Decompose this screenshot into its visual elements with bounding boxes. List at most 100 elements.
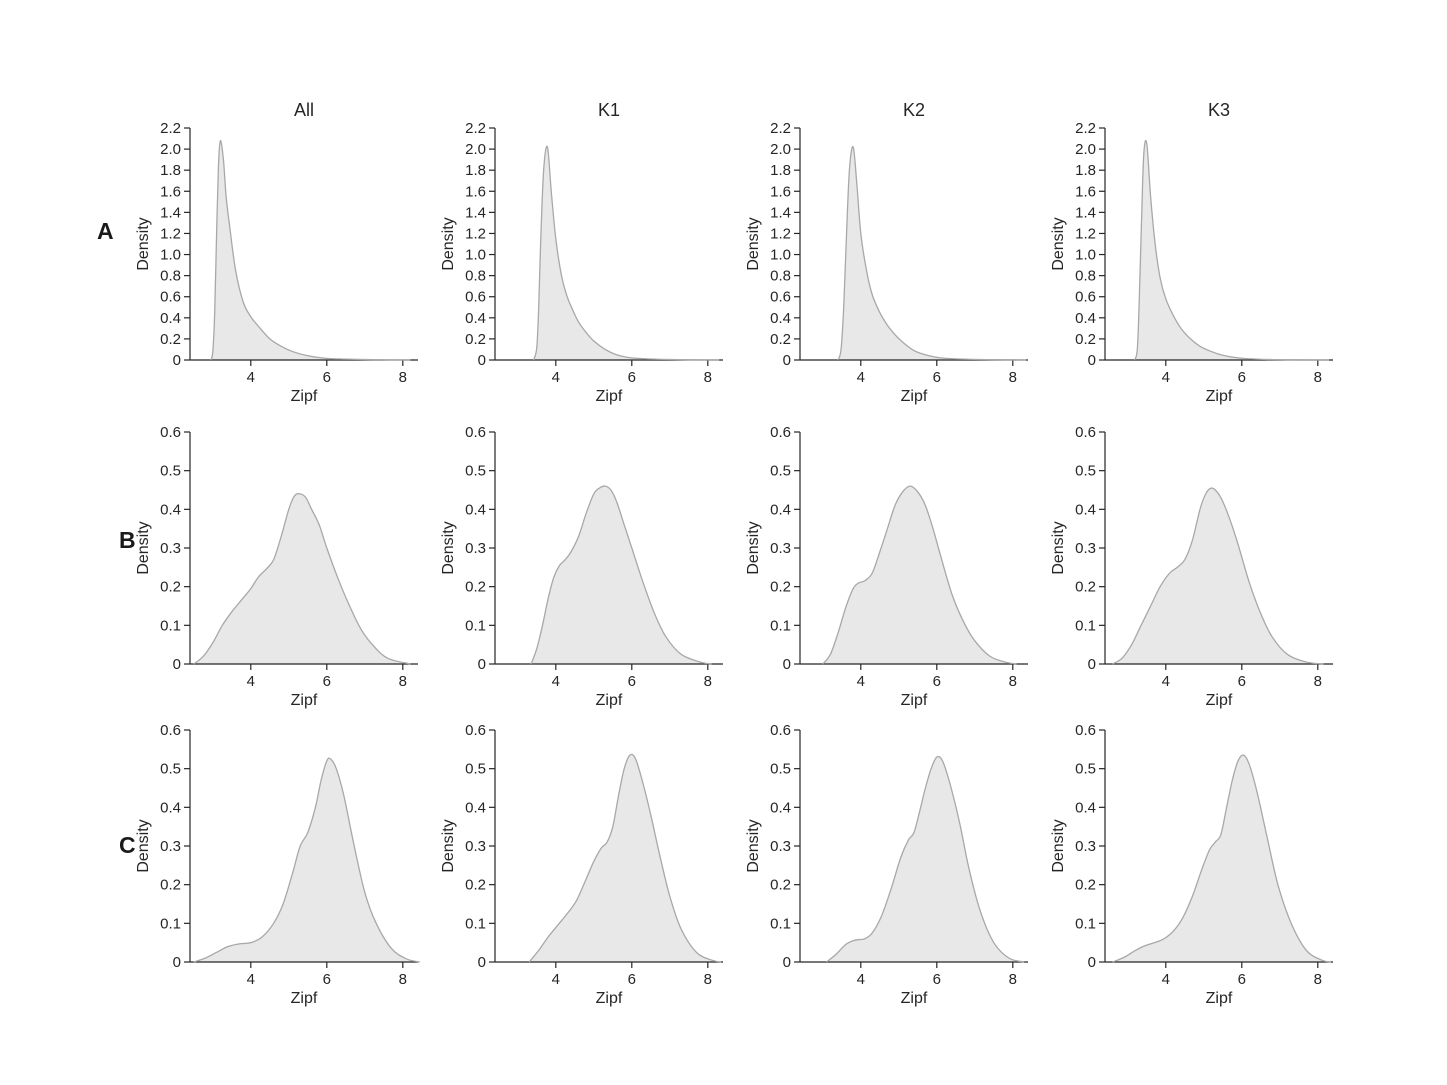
x-tick-label: 4: [857, 369, 865, 386]
x-tick-label: 4: [1162, 673, 1170, 690]
y-tick-label: 0.2: [160, 331, 181, 348]
density-curve: [822, 485, 1017, 665]
y-axis-title: Density: [135, 819, 152, 872]
y-tick-label: 0.3: [465, 838, 486, 855]
y-tick-label: 0.5: [1075, 463, 1096, 480]
x-tick-label: 6: [1238, 971, 1246, 988]
x-axis-title: Zipf: [596, 692, 623, 709]
y-tick-label: 0.1: [160, 617, 181, 634]
y-tick-label: 0.6: [770, 722, 791, 739]
density-area: [210, 140, 411, 360]
y-tick-label: 1.2: [160, 225, 181, 242]
y-tick-label: 0: [783, 954, 791, 971]
y-tick-label: 0.8: [160, 268, 181, 285]
y-tick-label: 1.6: [1075, 183, 1096, 200]
y-tick-label: 0.4: [1075, 501, 1096, 518]
y-tick-label: 0.5: [160, 463, 181, 480]
panel-B-K2: 0 0.1 0.2 0.3 0.4 0.5 0.6 4 6 8 Density Zipf: [745, 424, 1028, 709]
x-axis-title: Zipf: [1206, 990, 1233, 1007]
y-tick-label: 0.5: [465, 761, 486, 778]
y-axis-title: Density: [1050, 217, 1067, 270]
y-tick-label: 0.3: [160, 540, 181, 557]
x-tick-label: 8: [704, 369, 712, 386]
density-area: [1112, 488, 1324, 664]
panel-title: K1: [598, 100, 620, 120]
x-tick-label: 8: [1314, 971, 1322, 988]
x-tick-label: 4: [552, 673, 560, 690]
x-axis-title: Zipf: [901, 692, 928, 709]
x-tick-label: 8: [704, 971, 712, 988]
y-tick-label: 0.5: [1075, 761, 1096, 778]
y-tick-label: 0: [783, 656, 791, 673]
x-axis-title: Zipf: [291, 990, 318, 1007]
y-tick-label: 0: [478, 954, 486, 971]
x-tick-label: 6: [933, 971, 941, 988]
y-tick-label: 0.4: [770, 310, 791, 327]
y-axis-title: Density: [440, 217, 457, 270]
y-tick-label: 0.6: [160, 722, 181, 739]
y-tick-label: 0.2: [160, 579, 181, 596]
y-tick-label: 0.1: [1075, 617, 1096, 634]
y-axis-title: Density: [745, 217, 762, 270]
x-tick-label: 4: [247, 971, 255, 988]
x-tick-label: 4: [857, 673, 865, 690]
y-tick-label: 0: [1088, 656, 1096, 673]
x-tick-label: 6: [323, 971, 331, 988]
y-tick-label: 0.1: [465, 617, 486, 634]
y-tick-label: 0.3: [160, 838, 181, 855]
y-tick-label: 1.6: [770, 183, 791, 200]
y-tick-label: 2.2: [160, 120, 181, 137]
y-tick-label: 1.0: [1075, 247, 1096, 264]
density-curve: [533, 145, 720, 361]
y-tick-label: 0.2: [1075, 579, 1096, 596]
y-tick-label: 0.3: [465, 540, 486, 557]
y-tick-label: 0.5: [465, 463, 486, 480]
panel-A-K1: K1 0 0.2 0.4 0.6 0.8 1.0 1.2 1.4 1.6 1.8 2.0 2.2 4 6 8 D…: [440, 100, 723, 405]
density-curve: [826, 755, 1025, 963]
y-tick-label: 0.2: [770, 877, 791, 894]
y-tick-label: 0.6: [770, 424, 791, 441]
y-tick-label: 0.6: [465, 424, 486, 441]
density-area: [533, 146, 720, 360]
density-area: [838, 146, 1027, 360]
panel-title: K2: [903, 100, 925, 120]
x-tick-label: 8: [704, 673, 712, 690]
y-tick-label: 1.2: [465, 225, 486, 242]
y-tick-label: 0.3: [770, 540, 791, 557]
x-axis-title: Zipf: [901, 388, 928, 405]
density-curve: [193, 493, 411, 665]
density-curve: [530, 485, 712, 665]
x-tick-label: 8: [1314, 369, 1322, 386]
y-tick-label: 1.4: [770, 204, 791, 221]
y-tick-label: 1.8: [160, 162, 181, 179]
panel-B-K1: 0 0.1 0.2 0.3 0.4 0.5 0.6 4 6 8 Density Zipf: [440, 424, 723, 709]
y-tick-label: 0.4: [160, 310, 181, 327]
y-tick-label: 0: [1088, 352, 1096, 369]
panel-C-K3: 0 0.1 0.2 0.3 0.4 0.5 0.6 4 6 8 Density Zipf: [1050, 722, 1333, 1007]
y-tick-label: 0.2: [1075, 331, 1096, 348]
x-tick-label: 4: [857, 971, 865, 988]
y-tick-label: 0.2: [770, 331, 791, 348]
panel-C-K1: 0 0.1 0.2 0.3 0.4 0.5 0.6 4 6 8 Density Zipf: [440, 722, 723, 1007]
y-tick-label: 0.2: [160, 877, 181, 894]
y-tick-label: 0.3: [1075, 838, 1096, 855]
panel-A-K2: K2 0 0.2 0.4 0.6 0.8 1.0 1.2 1.4 1.6 1.8 2.0 2.2 4 6 8 D…: [745, 100, 1028, 405]
y-tick-label: 0: [173, 656, 181, 673]
y-tick-label: 0: [173, 954, 181, 971]
x-axis-title: Zipf: [901, 990, 928, 1007]
y-tick-label: 0.2: [465, 877, 486, 894]
panel-B-K3: 0 0.1 0.2 0.3 0.4 0.5 0.6 4 6 8 Density Zipf: [1050, 424, 1333, 709]
x-tick-label: 4: [1162, 971, 1170, 988]
y-tick-label: 0.6: [1075, 289, 1096, 306]
x-tick-label: 6: [1238, 673, 1246, 690]
x-tick-label: 6: [628, 971, 636, 988]
density-curve: [1112, 487, 1324, 665]
panel-title: All: [294, 100, 314, 120]
x-axis-title: Zipf: [596, 388, 623, 405]
y-tick-label: 1.8: [770, 162, 791, 179]
y-tick-label: 0.8: [465, 268, 486, 285]
y-tick-label: 0.2: [465, 579, 486, 596]
y-tick-label: 0.6: [160, 289, 181, 306]
y-tick-label: 0.4: [770, 799, 791, 816]
